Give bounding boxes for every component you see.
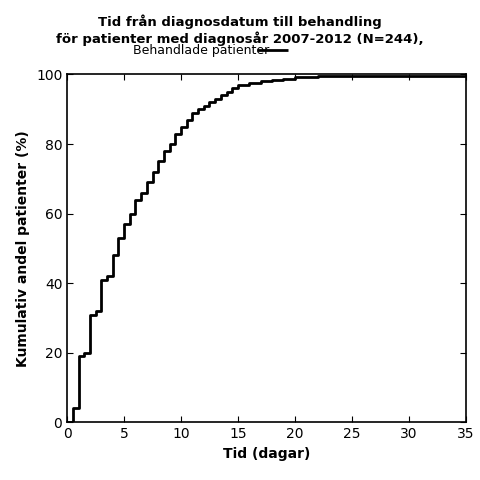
Text: Behandlade patienter: Behandlade patienter [133, 44, 270, 57]
Y-axis label: Kumulativ andel patienter (%): Kumulativ andel patienter (%) [16, 130, 30, 367]
Text: Tid från diagnosdatum till behandling: Tid från diagnosdatum till behandling [98, 14, 382, 29]
Text: för patienter med diagnosår 2007-2012 (N=244),: för patienter med diagnosår 2007-2012 (N… [56, 31, 424, 46]
X-axis label: Tid (dagar): Tid (dagar) [223, 447, 310, 461]
